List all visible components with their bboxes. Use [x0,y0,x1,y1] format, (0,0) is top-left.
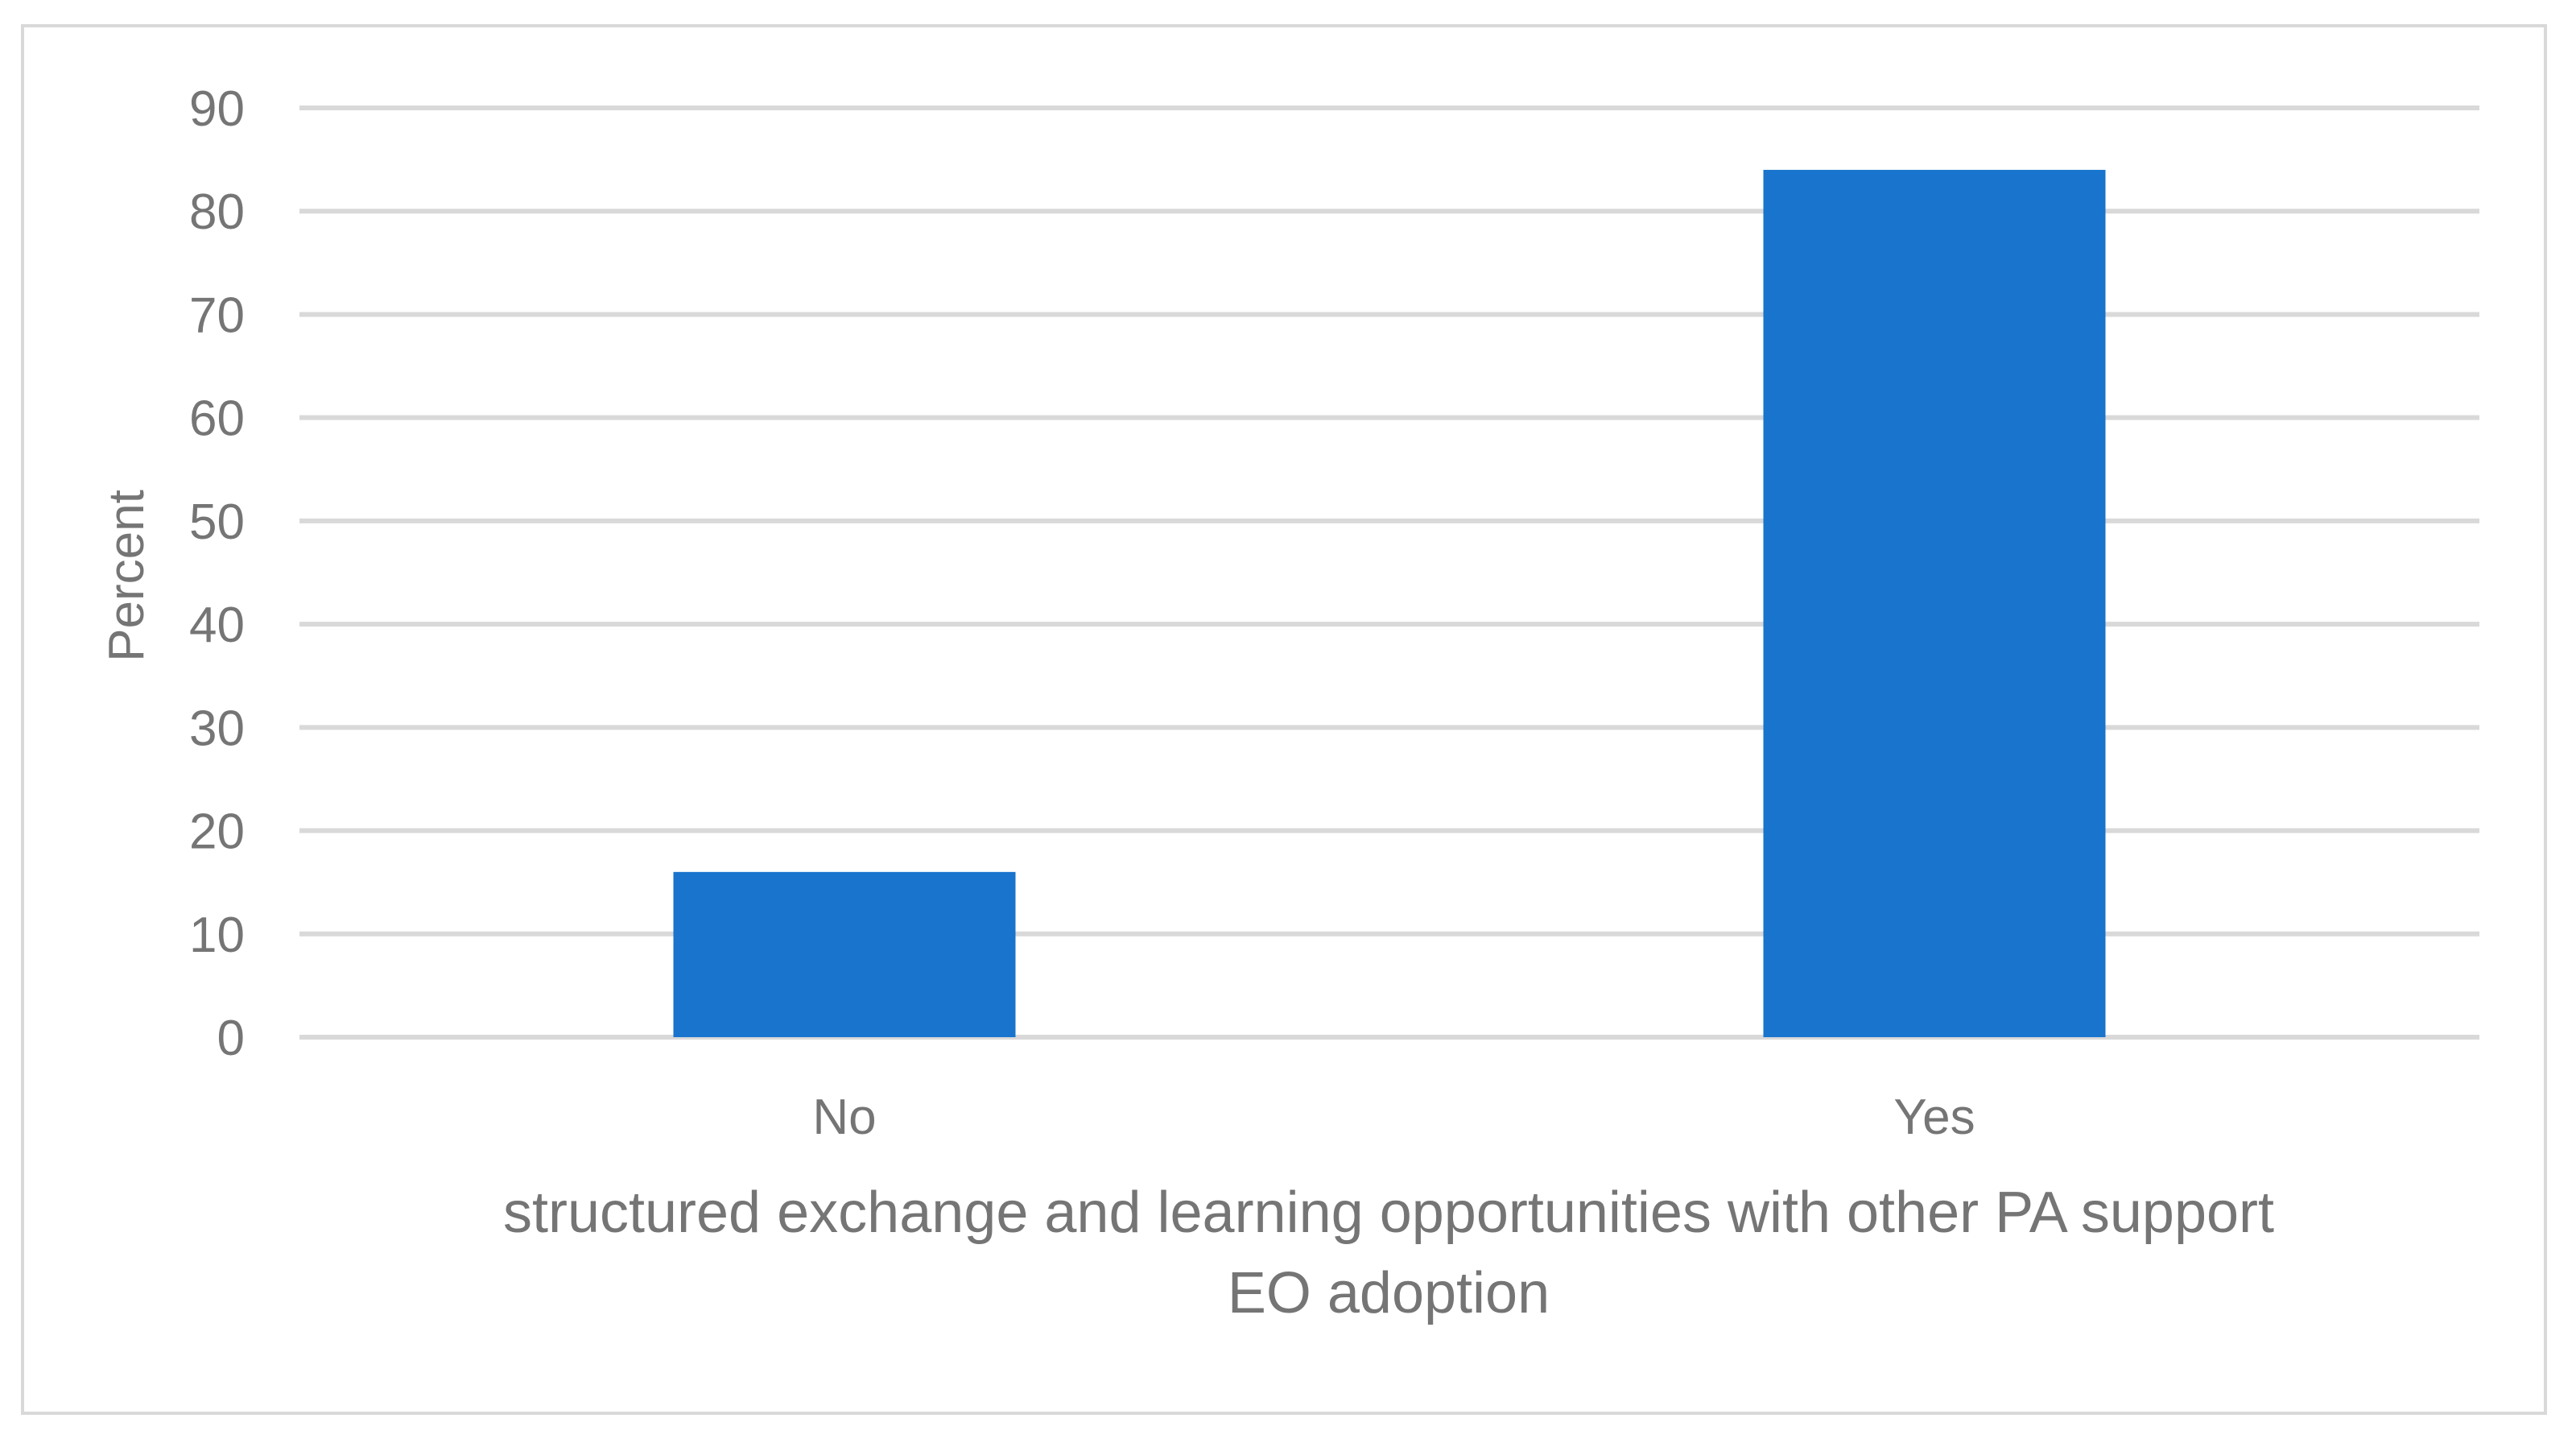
y-tick-label: 90 [189,81,245,137]
y-tick-label: 40 [189,598,245,653]
gridlines [299,105,2479,1040]
y-axis-ticks: 0 10 20 30 40 50 60 70 80 90 [189,81,245,1066]
y-axis-label: Percent [99,490,155,662]
chart-frame [21,24,2547,1415]
y-tick-label: 30 [189,701,245,756]
x-axis-label-line-1: structured exchange and learning opportu… [503,1181,2274,1245]
y-tick-label: 70 [189,287,245,343]
x-tick-label-yes: Yes [1893,1090,1975,1145]
bars [673,169,2106,1037]
y-tick-label: 0 [217,1011,245,1066]
y-tick-label: 80 [189,184,245,240]
x-axis-ticks: No Yes [812,1090,1975,1145]
x-tick-label-no: No [812,1090,876,1145]
bar-yes [1763,169,2106,1037]
y-tick-label: 60 [189,391,245,447]
y-tick-label: 10 [189,908,245,963]
bar-no [673,871,1016,1037]
y-tick-label: 20 [189,804,245,860]
x-axis-label-line-2: EO adoption [1228,1261,1550,1325]
y-tick-label: 50 [189,494,245,550]
